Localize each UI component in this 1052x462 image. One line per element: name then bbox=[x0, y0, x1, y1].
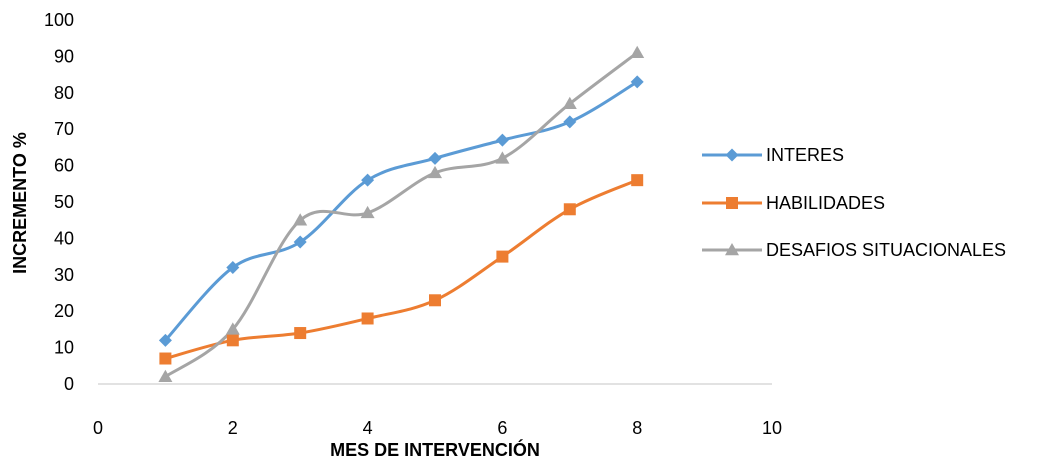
series-markers bbox=[158, 45, 645, 382]
legend-marker bbox=[725, 243, 739, 256]
y-tick-label: 70 bbox=[54, 119, 74, 139]
x-tick-label: 0 bbox=[93, 418, 103, 438]
data-point bbox=[630, 45, 645, 59]
y-tick-label: 60 bbox=[54, 156, 74, 176]
legend-item: HABILIDADES bbox=[702, 193, 885, 213]
data-point bbox=[226, 261, 240, 275]
legend-label: DESAFIOS SITUACIONALES bbox=[766, 240, 1006, 260]
y-tick-label: 90 bbox=[54, 46, 74, 66]
y-axis-ticks: 0 10 20 30 40 50 60 70 80 90 100 bbox=[44, 10, 74, 394]
data-point bbox=[225, 322, 240, 335]
y-tick-label: 40 bbox=[54, 228, 74, 248]
data-point bbox=[361, 173, 375, 187]
data-point bbox=[361, 312, 374, 325]
y-axis-title: INCREMENTO % bbox=[10, 132, 30, 274]
data-point bbox=[563, 203, 576, 216]
series-line-desafios-situacionales bbox=[163, 51, 639, 379]
data-point bbox=[158, 369, 173, 382]
y-tick-label: 30 bbox=[54, 265, 74, 285]
y-tick-label: 0 bbox=[64, 374, 74, 394]
data-point bbox=[563, 115, 577, 129]
data-point bbox=[294, 327, 307, 340]
x-tick-label: 2 bbox=[228, 418, 238, 438]
y-tick-label: 20 bbox=[54, 301, 74, 321]
legend-marker bbox=[726, 197, 738, 209]
legend-label: HABILIDADES bbox=[766, 193, 885, 213]
x-axis-title: MES DE INTERVENCIÓN bbox=[330, 439, 540, 460]
x-axis-ticks: 0 2 4 6 8 10 bbox=[93, 418, 782, 438]
data-point bbox=[630, 75, 644, 89]
data-point bbox=[631, 174, 644, 187]
data-point bbox=[495, 133, 509, 147]
data-point bbox=[429, 294, 441, 307]
legend-item: INTERES bbox=[702, 145, 844, 165]
data-point bbox=[562, 96, 577, 109]
y-tick-label: 50 bbox=[54, 192, 74, 212]
data-point bbox=[495, 151, 510, 164]
data-point bbox=[159, 352, 172, 365]
data-point bbox=[293, 235, 307, 249]
y-tick-label: 100 bbox=[44, 10, 74, 30]
data-point bbox=[158, 333, 172, 347]
data-point bbox=[428, 151, 442, 165]
y-tick-label: 10 bbox=[54, 338, 74, 358]
x-tick-label: 6 bbox=[497, 418, 507, 438]
x-tick-label: 8 bbox=[632, 418, 642, 438]
data-point bbox=[496, 250, 509, 263]
data-point bbox=[293, 213, 308, 226]
y-tick-label: 80 bbox=[54, 83, 74, 103]
data-point bbox=[226, 334, 239, 347]
legend: INTERES HABILIDADES DESAFIOS SITUACIONALES bbox=[702, 145, 1006, 260]
data-point bbox=[428, 165, 442, 179]
x-tick-label: 10 bbox=[762, 418, 782, 438]
data-point bbox=[360, 205, 375, 219]
x-tick-label: 4 bbox=[363, 418, 373, 438]
legend-label: INTERES bbox=[766, 145, 844, 165]
legend-item: DESAFIOS SITUACIONALES bbox=[702, 240, 1006, 260]
legend-marker bbox=[725, 148, 739, 162]
series-line-habilidades bbox=[163, 178, 639, 361]
